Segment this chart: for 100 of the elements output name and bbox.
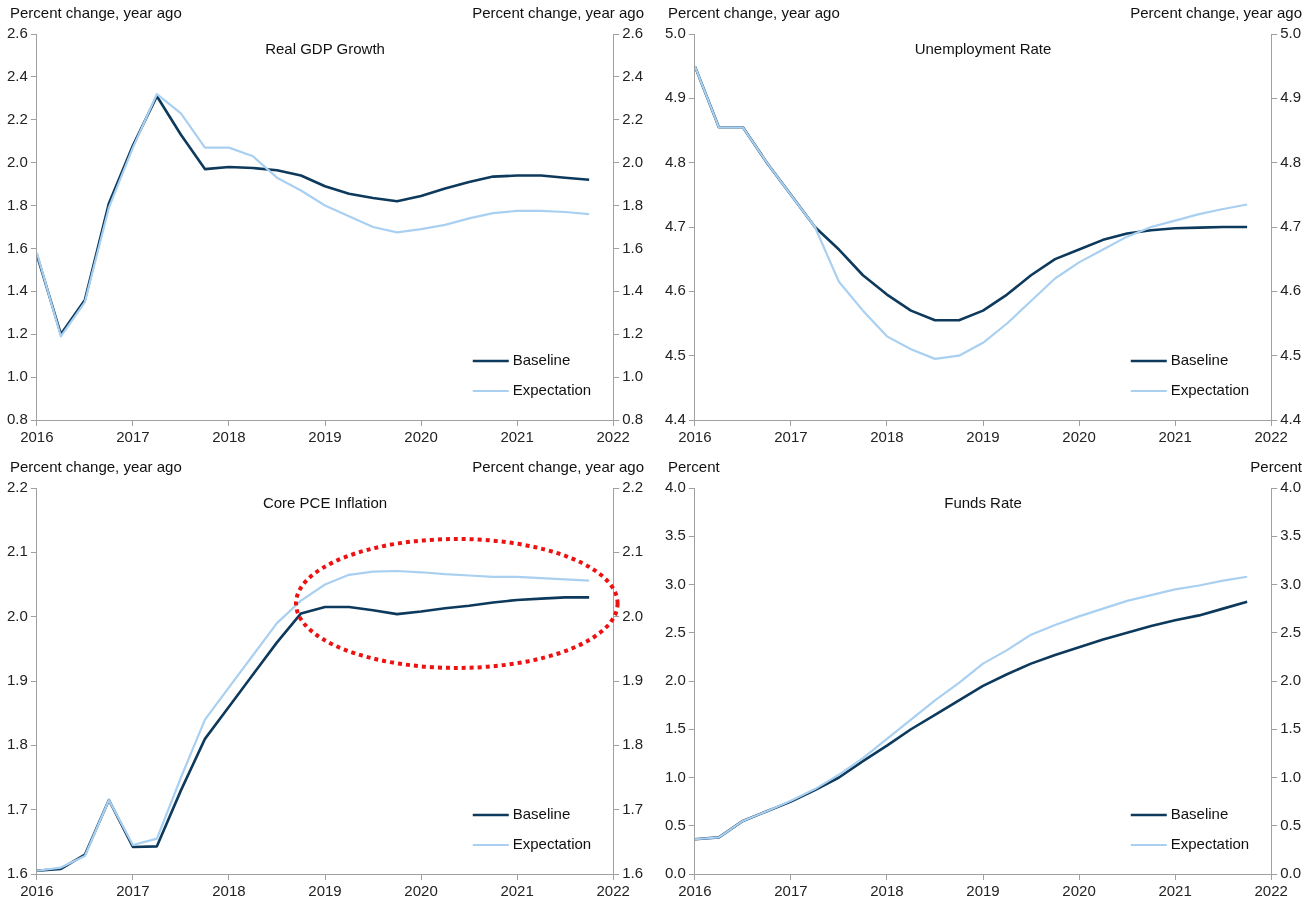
y-tick-label: 3.0 xyxy=(664,574,686,592)
chart-title: Real GDP Growth xyxy=(265,39,385,57)
y-tick-label: 4.6 xyxy=(664,281,686,299)
y2-tick-label: 1.7 xyxy=(622,799,644,817)
y2-tick-label: 5.0 xyxy=(1280,24,1302,42)
y-tick-label: 4.0 xyxy=(664,478,686,496)
y-tick-label: 0.0 xyxy=(664,864,686,882)
y-tick-label: 1.8 xyxy=(6,195,28,213)
y2-tick-label: 4.4 xyxy=(1280,410,1302,428)
x-tick-label: 2016 xyxy=(20,882,54,900)
x-tick-label: 2019 xyxy=(966,882,1000,900)
y-tick-label: 2.0 xyxy=(6,152,28,170)
x-tick-label: 2022 xyxy=(596,428,630,446)
x-tick-label: 2016 xyxy=(678,428,712,446)
x-tick-label: 2018 xyxy=(212,428,246,446)
y-tick-label: 1.8 xyxy=(6,735,28,753)
y-tick-label: 4.9 xyxy=(664,88,686,106)
y-tick-label: 1.9 xyxy=(6,671,28,689)
y2-tick-label: 4.7 xyxy=(1280,217,1302,235)
x-tick-label: 2017 xyxy=(116,428,150,446)
x-tick-label: 2018 xyxy=(212,882,246,900)
y-tick-label: 2.2 xyxy=(6,109,28,127)
y2-tick-label: 1.6 xyxy=(622,864,644,882)
legend-label: Baseline xyxy=(512,351,571,369)
legend-label: Expectation xyxy=(512,381,592,399)
x-tick-label: 2021 xyxy=(1158,428,1192,446)
x-tick-label: 2022 xyxy=(1254,882,1288,900)
legend-label: Expectation xyxy=(1170,835,1250,853)
y2-tick-label: 4.6 xyxy=(1280,281,1302,299)
y2-tick-label: 2.0 xyxy=(622,606,644,624)
y2-axis-title: Percent change, year ago xyxy=(472,458,644,475)
x-tick-label: 2019 xyxy=(308,428,342,446)
x-tick-label: 2017 xyxy=(116,882,150,900)
legend-label: Expectation xyxy=(1170,381,1250,399)
y-tick-label: 2.5 xyxy=(664,622,686,640)
y-tick-label: 2.4 xyxy=(6,67,28,85)
x-tick-label: 2020 xyxy=(404,882,438,900)
y-tick-label: 1.4 xyxy=(6,281,28,299)
y2-axis-title: Percent change, year ago xyxy=(1130,4,1302,21)
y2-tick-label: 1.8 xyxy=(622,195,644,213)
legend-label: Baseline xyxy=(512,805,571,823)
y2-tick-label: 4.5 xyxy=(1280,345,1302,363)
y-tick-label: 2.0 xyxy=(6,606,28,624)
y-tick-label: 4.5 xyxy=(664,345,686,363)
y-tick-label: 1.0 xyxy=(6,367,28,385)
x-tick-label: 2021 xyxy=(1158,882,1192,900)
y2-tick-label: 2.1 xyxy=(622,542,644,560)
y2-tick-label: 2.0 xyxy=(622,152,644,170)
chart-title: Funds Rate xyxy=(944,493,1022,511)
x-tick-label: 2019 xyxy=(308,882,342,900)
y2-tick-label: 2.2 xyxy=(622,109,644,127)
x-tick-label: 2020 xyxy=(404,428,438,446)
y2-tick-label: 3.5 xyxy=(1280,526,1302,544)
x-tick-label: 2017 xyxy=(774,428,808,446)
y2-tick-label: 2.4 xyxy=(622,67,644,85)
chart-title: Unemployment Rate xyxy=(914,39,1052,57)
y-tick-label: 3.5 xyxy=(664,526,686,544)
y2-tick-label: 0.5 xyxy=(1280,815,1302,833)
x-tick-label: 2021 xyxy=(500,882,534,900)
y2-tick-label: 0.8 xyxy=(622,410,644,428)
y2-tick-label: 2.5 xyxy=(1280,622,1302,640)
chart-title: Core PCE Inflation xyxy=(262,493,388,511)
y2-tick-label: 0.0 xyxy=(1280,864,1302,882)
legend-label: Baseline xyxy=(1170,351,1229,369)
y-tick-label: 5.0 xyxy=(664,24,686,42)
y2-tick-label: 4.0 xyxy=(1280,478,1302,496)
x-tick-label: 2017 xyxy=(774,882,808,900)
y-tick-label: 1.0 xyxy=(664,767,686,785)
x-tick-label: 2020 xyxy=(1062,428,1096,446)
y-tick-label: 0.8 xyxy=(6,410,28,428)
y2-tick-label: 1.5 xyxy=(1280,719,1302,737)
x-tick-label: 2022 xyxy=(596,882,630,900)
x-tick-label: 2020 xyxy=(1062,882,1096,900)
y2-tick-label: 4.9 xyxy=(1280,88,1302,106)
y2-tick-label: 1.8 xyxy=(622,735,644,753)
y-tick-label: 2.1 xyxy=(6,542,28,560)
y2-tick-label: 1.2 xyxy=(622,324,644,342)
legend-label: Expectation xyxy=(512,835,592,853)
legend-label: Baseline xyxy=(1170,805,1229,823)
y-tick-label: 2.2 xyxy=(6,478,28,496)
y2-tick-label: 1.6 xyxy=(622,238,644,256)
y2-tick-label: 4.8 xyxy=(1280,152,1302,170)
y-axis-title: Percent change, year ago xyxy=(10,458,182,475)
y2-tick-label: 2.0 xyxy=(1280,671,1302,689)
y2-axis-title: Percent xyxy=(1250,458,1302,475)
y-tick-label: 0.5 xyxy=(664,815,686,833)
y-tick-label: 2.0 xyxy=(664,671,686,689)
y-tick-label: 2.6 xyxy=(6,24,28,42)
y-tick-label: 1.5 xyxy=(664,719,686,737)
y2-axis-title: Percent change, year ago xyxy=(472,4,644,21)
x-tick-label: 2016 xyxy=(20,428,54,446)
x-tick-label: 2022 xyxy=(1254,428,1288,446)
y-tick-label: 1.6 xyxy=(6,864,28,882)
x-tick-label: 2018 xyxy=(870,882,904,900)
y2-tick-label: 2.6 xyxy=(622,24,644,42)
y-tick-label: 1.6 xyxy=(6,238,28,256)
y2-tick-label: 3.0 xyxy=(1280,574,1302,592)
y-tick-label: 4.4 xyxy=(664,410,686,428)
x-tick-label: 2016 xyxy=(678,882,712,900)
x-tick-label: 2021 xyxy=(500,428,534,446)
